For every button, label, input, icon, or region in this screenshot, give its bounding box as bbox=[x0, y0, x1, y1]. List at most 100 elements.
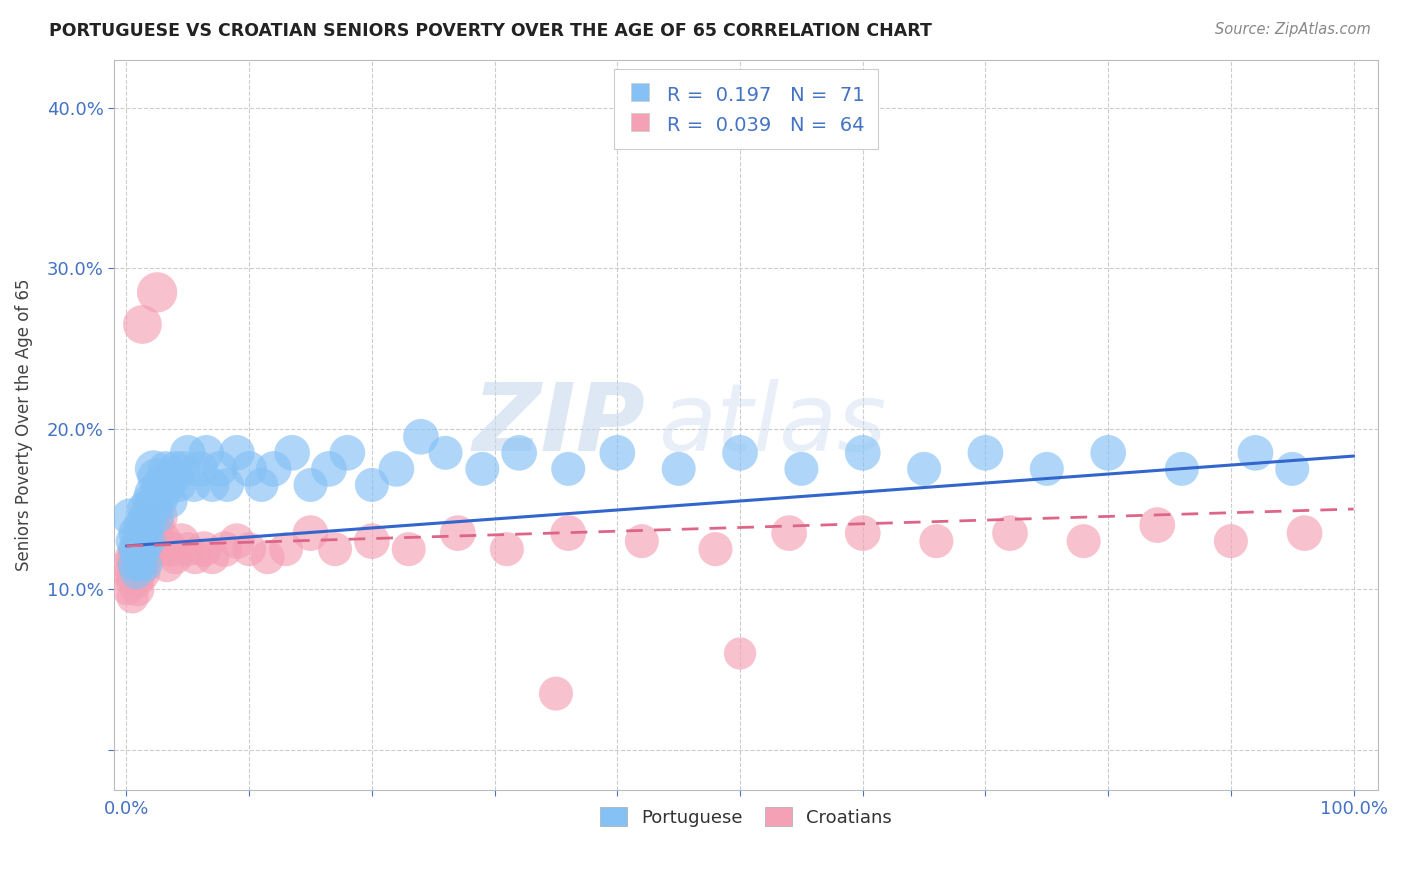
Text: ZIP: ZIP bbox=[472, 379, 645, 471]
Point bbox=[170, 534, 193, 549]
Point bbox=[728, 446, 751, 460]
Point bbox=[409, 430, 432, 444]
Point bbox=[124, 542, 146, 557]
Point bbox=[360, 534, 382, 549]
Point bbox=[152, 534, 174, 549]
Point bbox=[131, 318, 153, 332]
Point bbox=[138, 534, 160, 549]
Point bbox=[385, 462, 408, 476]
Point bbox=[360, 478, 382, 492]
Point bbox=[135, 558, 157, 573]
Point bbox=[225, 446, 247, 460]
Point bbox=[225, 534, 247, 549]
Point bbox=[129, 518, 152, 533]
Point bbox=[134, 534, 156, 549]
Point bbox=[557, 526, 579, 541]
Point bbox=[217, 478, 239, 492]
Point bbox=[165, 550, 187, 565]
Point bbox=[508, 446, 530, 460]
Point bbox=[852, 446, 875, 460]
Point bbox=[121, 591, 143, 605]
Point bbox=[135, 510, 157, 524]
Point bbox=[208, 462, 231, 476]
Point bbox=[155, 462, 177, 476]
Y-axis label: Seniors Poverty Over the Age of 65: Seniors Poverty Over the Age of 65 bbox=[15, 278, 32, 571]
Point bbox=[124, 550, 146, 565]
Point bbox=[143, 494, 166, 508]
Point bbox=[128, 566, 150, 581]
Point bbox=[1281, 462, 1303, 476]
Point bbox=[201, 478, 224, 492]
Point bbox=[120, 574, 142, 589]
Point bbox=[132, 542, 155, 557]
Point bbox=[117, 582, 139, 597]
Point bbox=[778, 526, 800, 541]
Point bbox=[128, 550, 150, 565]
Point bbox=[250, 478, 273, 492]
Point bbox=[1097, 446, 1119, 460]
Point bbox=[129, 542, 152, 557]
Point bbox=[1073, 534, 1095, 549]
Point bbox=[172, 462, 194, 476]
Point bbox=[281, 446, 304, 460]
Point bbox=[125, 558, 148, 573]
Point bbox=[195, 446, 218, 460]
Point bbox=[145, 470, 167, 484]
Point bbox=[238, 462, 260, 476]
Point bbox=[434, 446, 457, 460]
Point bbox=[139, 534, 162, 549]
Point bbox=[122, 558, 145, 573]
Point bbox=[134, 526, 156, 541]
Point bbox=[1219, 534, 1241, 549]
Point bbox=[1036, 462, 1059, 476]
Point bbox=[152, 486, 174, 500]
Point bbox=[129, 542, 152, 557]
Point bbox=[496, 542, 519, 557]
Text: PORTUGUESE VS CROATIAN SENIORS POVERTY OVER THE AGE OF 65 CORRELATION CHART: PORTUGUESE VS CROATIAN SENIORS POVERTY O… bbox=[49, 22, 932, 40]
Point bbox=[471, 462, 494, 476]
Point bbox=[127, 550, 149, 565]
Point bbox=[336, 446, 359, 460]
Point bbox=[318, 462, 340, 476]
Point bbox=[167, 478, 190, 492]
Point bbox=[141, 502, 163, 516]
Point bbox=[544, 687, 567, 701]
Point bbox=[128, 534, 150, 549]
Point bbox=[606, 446, 628, 460]
Point bbox=[184, 550, 207, 565]
Point bbox=[188, 462, 211, 476]
Point bbox=[177, 446, 200, 460]
Point bbox=[118, 558, 141, 573]
Point bbox=[159, 494, 181, 508]
Point bbox=[120, 510, 142, 524]
Point bbox=[1244, 446, 1267, 460]
Point bbox=[274, 542, 297, 557]
Point bbox=[125, 566, 148, 581]
Point bbox=[132, 550, 155, 565]
Point bbox=[447, 526, 470, 541]
Point bbox=[1146, 518, 1168, 533]
Point bbox=[149, 478, 172, 492]
Point bbox=[162, 470, 184, 484]
Point bbox=[136, 518, 159, 533]
Point bbox=[214, 542, 236, 557]
Point bbox=[299, 526, 322, 541]
Point bbox=[156, 558, 179, 573]
Point bbox=[323, 542, 346, 557]
Point bbox=[142, 526, 165, 541]
Point bbox=[790, 462, 813, 476]
Point bbox=[238, 542, 260, 557]
Point bbox=[134, 502, 156, 516]
Point bbox=[925, 534, 948, 549]
Point bbox=[149, 494, 172, 508]
Point bbox=[125, 574, 148, 589]
Point bbox=[159, 542, 181, 557]
Point bbox=[704, 542, 727, 557]
Point bbox=[145, 518, 167, 533]
Point bbox=[125, 526, 148, 541]
Point bbox=[143, 542, 166, 557]
Point bbox=[157, 478, 180, 492]
Point bbox=[138, 534, 160, 549]
Point bbox=[120, 566, 142, 581]
Point bbox=[121, 550, 143, 565]
